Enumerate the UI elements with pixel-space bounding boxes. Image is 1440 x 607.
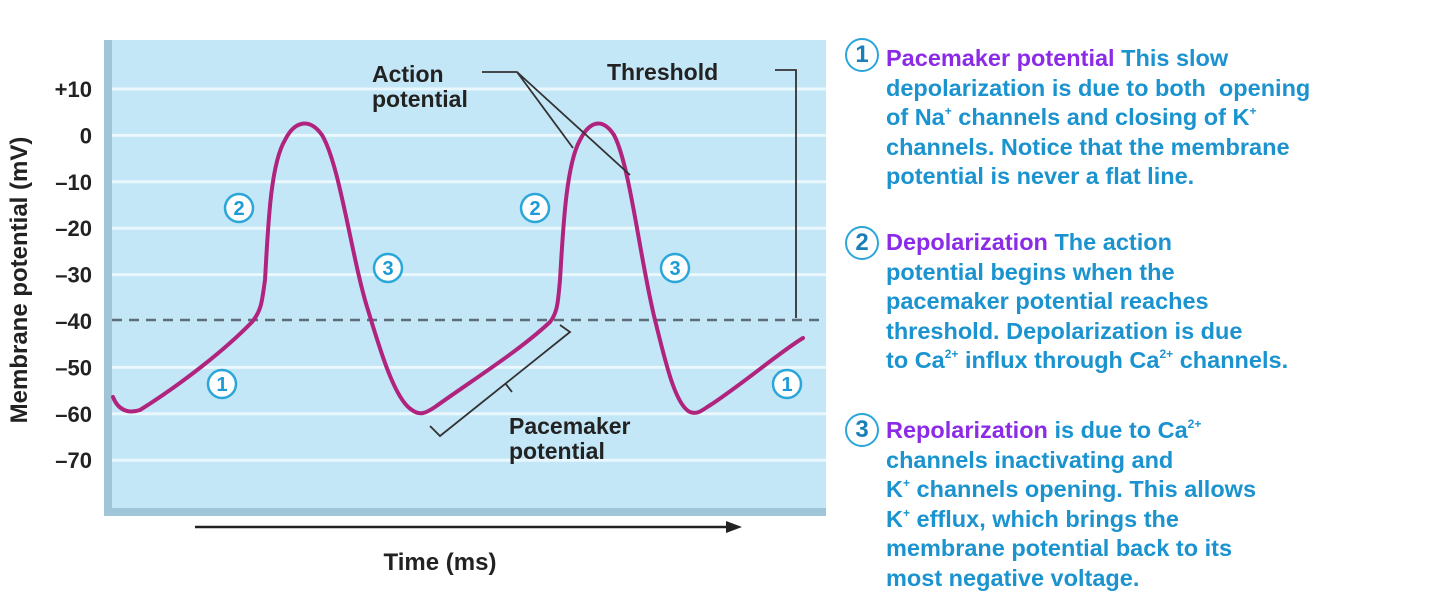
superscript: + xyxy=(1249,104,1257,118)
description-line: K+ channels opening. This allows xyxy=(886,475,1256,505)
description-text: channels inactivating and xyxy=(886,446,1174,473)
phase-marker-2: 2 xyxy=(519,192,551,224)
description-text: depolarization is due to both opening xyxy=(886,74,1311,101)
phase-marker-1: 1 xyxy=(771,368,803,400)
description-line: depolarization is due to both opening xyxy=(886,74,1310,104)
description-line: to Ca2+ influx through Ca2+ channels. xyxy=(886,346,1288,376)
description-text: K xyxy=(886,476,903,502)
description-line: Repolarization is due to Ca2+ xyxy=(886,416,1256,446)
pacemaker-potential-label: Pacemaker xyxy=(509,413,631,439)
superscript: 2+ xyxy=(1187,417,1202,431)
y-tick-label: –50 xyxy=(55,355,92,380)
description-text: efflux, which brings the xyxy=(910,505,1179,532)
arrowhead-icon xyxy=(726,521,742,533)
svg-text:1: 1 xyxy=(216,374,227,396)
description-text: channels. xyxy=(1173,347,1289,373)
description-text: most negative voltage. xyxy=(886,564,1140,591)
description-line: membrane potential back to its xyxy=(886,534,1256,564)
pacemaker-potential-label-2: potential xyxy=(509,438,605,464)
superscript: 2+ xyxy=(1159,347,1174,361)
description-line: potential begins when the xyxy=(886,258,1288,288)
phase-marker-2: 2 xyxy=(223,192,255,224)
description-text: The action xyxy=(1047,229,1172,255)
svg-text:2: 2 xyxy=(529,198,540,220)
description-text: K xyxy=(886,505,903,532)
description-text: of Na xyxy=(886,104,945,130)
description-text: membrane potential back to its xyxy=(886,535,1233,561)
y-tick-label: –10 xyxy=(55,170,92,195)
superscript: 2+ xyxy=(944,347,959,361)
description-line: threshold. Depolarization is due xyxy=(886,317,1288,347)
y-tick-label: –40 xyxy=(55,309,92,334)
y-tick-label: 0 xyxy=(80,123,92,148)
description-repolarization: Repolarization is due to Ca2+ channels in… xyxy=(886,416,1256,593)
x-axis-label: Time (ms) xyxy=(384,549,497,576)
phase-marker-3: 3 xyxy=(372,252,404,284)
description-line: Depolarization The action xyxy=(886,228,1288,258)
pacemaker-bracket xyxy=(429,324,572,438)
description-text: to Ca xyxy=(886,347,945,373)
y-tick-label: –30 xyxy=(55,263,92,288)
superscript: + xyxy=(944,104,952,118)
description-title: Pacemaker potential xyxy=(886,45,1115,71)
y-tick-label: –20 xyxy=(55,216,92,241)
threshold-bracket xyxy=(775,69,797,318)
threshold-label: Threshold xyxy=(607,59,718,85)
y-tick-label: –60 xyxy=(55,402,92,427)
action-potential-label-2: potential xyxy=(372,86,468,112)
description-text: potential begins when the xyxy=(886,258,1175,285)
description-number-3: 3 xyxy=(845,413,879,447)
svg-text:3: 3 xyxy=(669,258,680,280)
y-tick-labels: +10 0 –10 –20 –30 –40 –50 –60 –70 xyxy=(55,77,92,473)
description-text: pacemaker potential reaches xyxy=(886,288,1209,314)
action-potential-leader xyxy=(482,71,631,176)
description-pacemaker-potential: Pacemaker potential This slow depolarizat… xyxy=(886,44,1310,192)
svg-text:3: 3 xyxy=(382,258,393,280)
description-line: K+ efflux, which brings the xyxy=(886,505,1256,535)
description-text: This slow xyxy=(1114,45,1229,71)
phase-marker-3: 3 xyxy=(659,252,691,284)
description-text: is due to Ca xyxy=(1047,417,1188,443)
svg-text:1: 1 xyxy=(781,374,792,396)
description-text: channels. Notice that the membrane xyxy=(886,133,1290,160)
description-line: channels inactivating and xyxy=(886,446,1256,476)
membrane-potential-trace xyxy=(111,121,805,416)
description-line: Pacemaker potential This slow xyxy=(886,44,1310,74)
description-number-1: 1 xyxy=(845,38,879,72)
superscript: + xyxy=(902,505,910,520)
description-line: of Na+ channels and closing of K+ xyxy=(886,103,1310,133)
description-title: Depolarization xyxy=(886,229,1048,255)
description-text: threshold. Depolarization is due xyxy=(886,317,1243,344)
superscript: + xyxy=(902,476,910,490)
description-number-2: 2 xyxy=(845,226,879,260)
y-axis-label: Membrane potential (mV) xyxy=(6,137,33,424)
description-text: potential is never a flat line. xyxy=(886,163,1195,189)
description-text: channels opening. This allows xyxy=(910,476,1257,502)
description-text: influx through Ca xyxy=(958,347,1160,373)
description-title: Repolarization xyxy=(886,417,1048,443)
y-tick-label: –70 xyxy=(55,448,92,473)
svg-text:2: 2 xyxy=(233,198,244,220)
description-line: pacemaker potential reaches xyxy=(886,287,1288,317)
description-depolarization: Depolarization The action potential begin… xyxy=(886,228,1288,376)
description-line: potential is never a flat line. xyxy=(886,162,1310,192)
description-line: most negative voltage. xyxy=(886,564,1256,594)
phase-marker-1: 1 xyxy=(206,368,238,400)
y-tick-label: +10 xyxy=(55,77,92,102)
description-line: channels. Notice that the membrane xyxy=(886,133,1310,163)
action-potential-label: Action xyxy=(372,61,444,87)
description-text: channels and closing of K xyxy=(951,104,1250,130)
